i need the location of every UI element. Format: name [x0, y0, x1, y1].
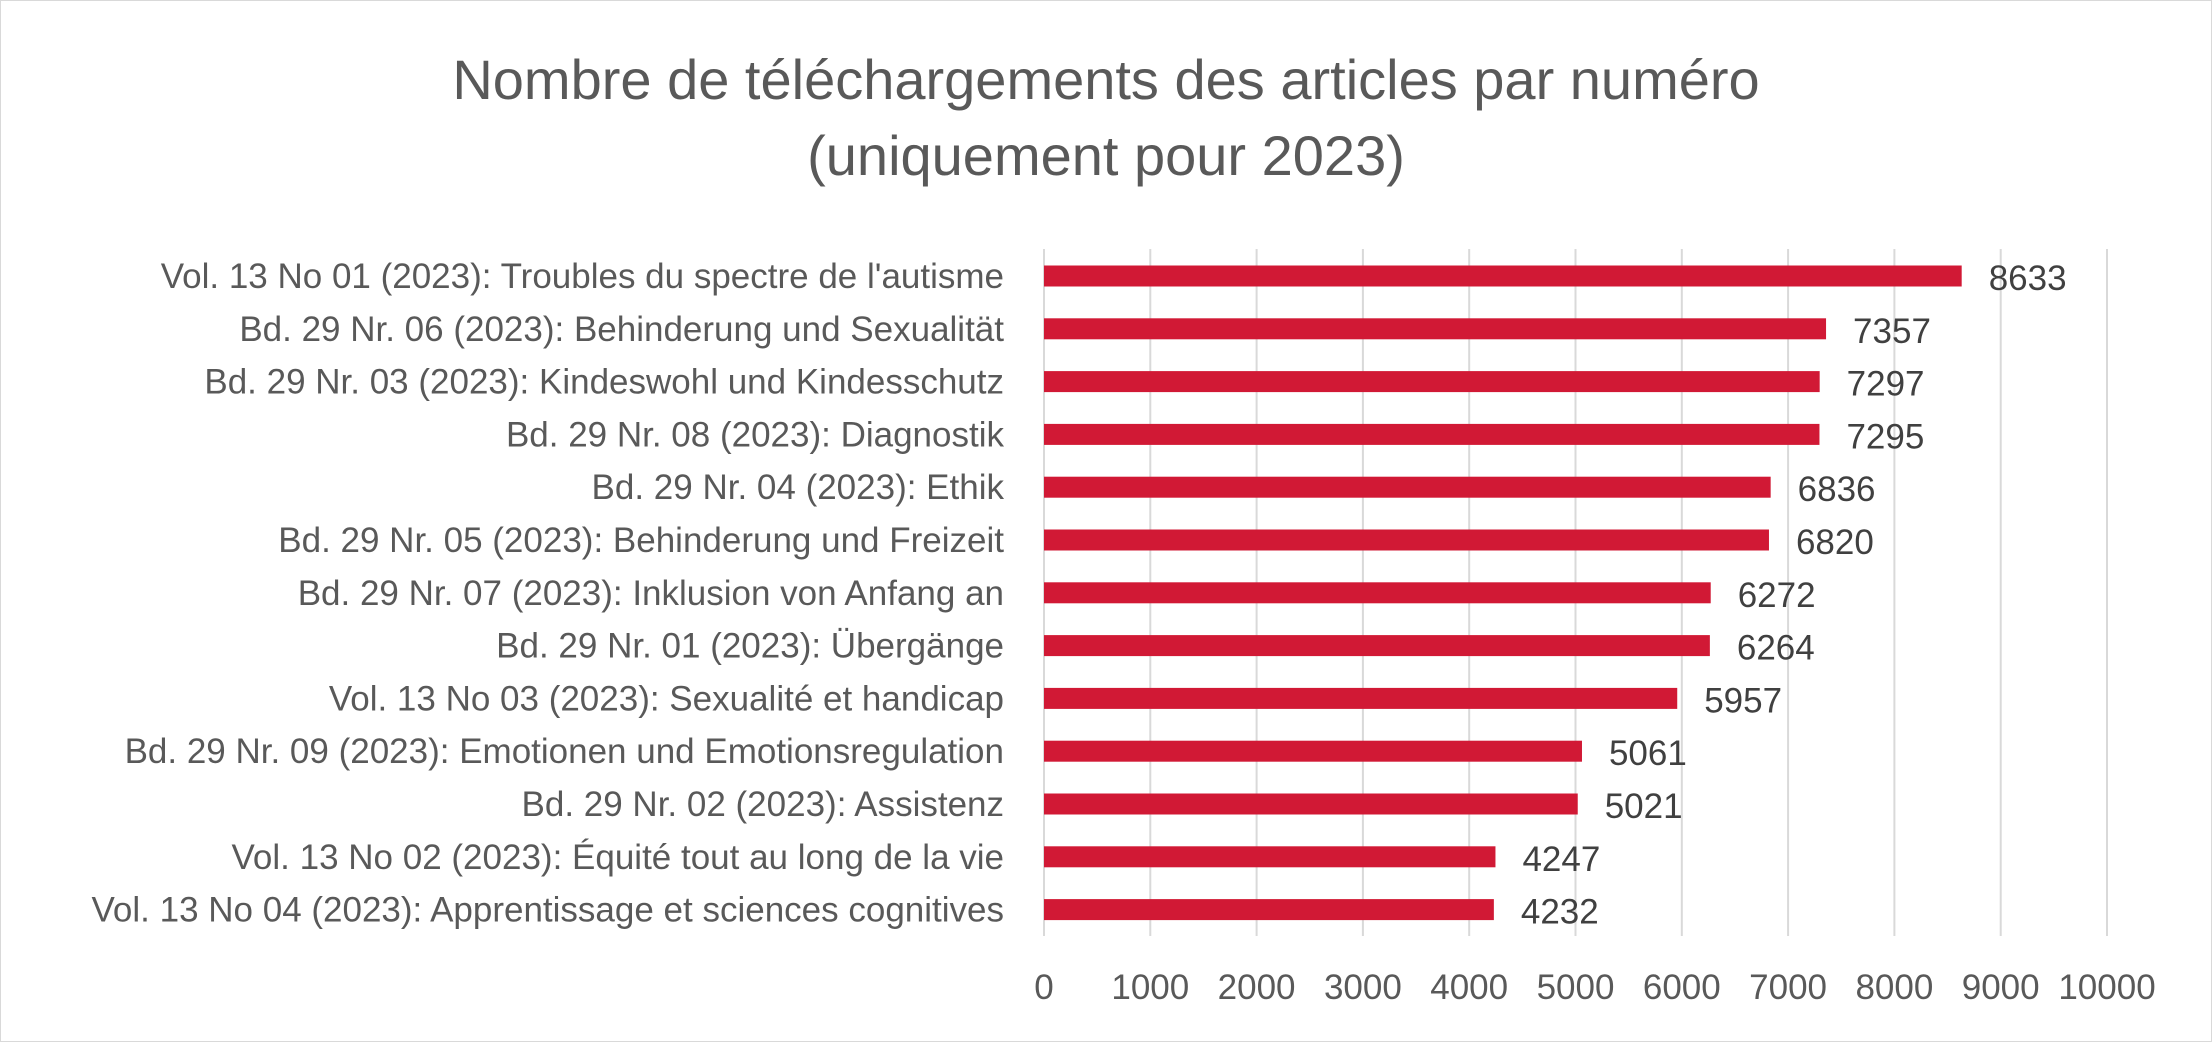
data-label: 7357	[1853, 312, 1931, 351]
chart-title-line-2: (uniquement pour 2023)	[807, 124, 1405, 187]
category-label: Bd. 29 Nr. 05 (2023): Behinderung und Fr…	[278, 521, 1004, 560]
chart-title: Nombre de téléchargements des articles p…	[452, 48, 1759, 187]
data-label: 4247	[1522, 840, 1600, 879]
x-tick-label: 9000	[1962, 968, 2040, 1007]
category-label: Bd. 29 Nr. 09 (2023): Emotionen und Emot…	[125, 732, 1004, 771]
data-label: 6836	[1798, 470, 1876, 509]
category-label: Bd. 29 Nr. 02 (2023): Assistenz	[522, 785, 1004, 824]
data-label: 6820	[1796, 523, 1874, 562]
category-label: Vol. 13 No 04 (2023): Apprentissage et s…	[92, 891, 1005, 930]
x-axis-tick-labels: 0 1000 2000 3000 4000 5000 6000 7000 8000 9000 100…	[1034, 968, 2155, 1007]
bar	[1044, 318, 1827, 340]
bar	[1044, 265, 1962, 287]
bar	[1044, 846, 1496, 868]
bar	[1044, 371, 1820, 393]
data-label: 7295	[1846, 417, 1924, 456]
category-label: Bd. 29 Nr. 08 (2023): Diagnostik	[506, 415, 1005, 454]
x-tick-label: 7000	[1749, 968, 1827, 1007]
x-tick-label: 10000	[2058, 968, 2155, 1007]
data-label: 6272	[1738, 576, 1816, 615]
data-labels: 8633 7357 7297 7295 6836 6820 6272 6264 5957 5061…	[1521, 259, 2067, 932]
bar	[1044, 740, 1582, 762]
data-label: 7297	[1847, 365, 1925, 404]
x-tick-label: 8000	[1855, 968, 1933, 1007]
bar	[1044, 423, 1820, 445]
category-label: Bd. 29 Nr. 06 (2023): Behinderung und Se…	[239, 310, 1004, 349]
data-label: 6264	[1737, 629, 1815, 668]
data-label: 5021	[1605, 787, 1683, 826]
category-label: Vol. 13 No 01 (2023): Troubles du spectr…	[161, 257, 1004, 296]
category-label: Bd. 29 Nr. 03 (2023): Kindeswohl und Kin…	[204, 363, 1004, 402]
bar	[1044, 635, 1710, 657]
category-label: Vol. 13 No 02 (2023): Équité tout au lon…	[232, 838, 1004, 877]
chart-title-line-1: Nombre de téléchargements des articles p…	[452, 48, 1759, 111]
data-label: 5061	[1609, 734, 1687, 773]
category-label: Bd. 29 Nr. 04 (2023): Ethik	[592, 468, 1005, 507]
data-label: 8633	[1989, 259, 2067, 298]
x-tick-label: 4000	[1430, 968, 1508, 1007]
x-tick-label: 1000	[1111, 968, 1189, 1007]
data-label: 4232	[1521, 893, 1599, 932]
bar	[1044, 687, 1678, 709]
bar	[1044, 582, 1711, 604]
category-labels: Vol. 13 No 01 (2023): Troubles du spectr…	[92, 257, 1005, 930]
category-label: Vol. 13 No 03 (2023): Sexualité et handi…	[329, 679, 1004, 718]
bar	[1044, 529, 1769, 551]
x-tick-label: 2000	[1218, 968, 1296, 1007]
data-label: 5957	[1704, 681, 1782, 720]
x-tick-label: 5000	[1537, 968, 1615, 1007]
bars	[1044, 265, 1962, 921]
bar	[1044, 899, 1494, 921]
x-tick-label: 0	[1034, 968, 1053, 1007]
category-label: Bd. 29 Nr. 01 (2023): Übergänge	[496, 627, 1004, 666]
bar	[1044, 793, 1578, 815]
category-label: Bd. 29 Nr. 07 (2023): Inklusion von Anfa…	[298, 574, 1004, 613]
x-tick-label: 3000	[1324, 968, 1402, 1007]
x-tick-label: 6000	[1643, 968, 1721, 1007]
bar	[1044, 476, 1771, 498]
